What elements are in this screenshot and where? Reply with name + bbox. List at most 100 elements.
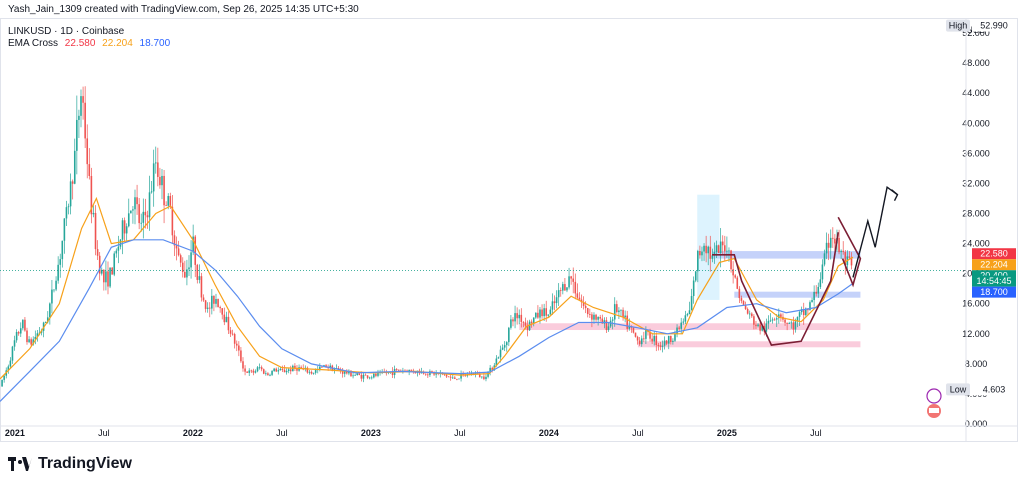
candle-body	[410, 369, 413, 371]
candle-body	[265, 373, 267, 375]
candle-body	[454, 377, 456, 379]
candle-body	[375, 373, 377, 376]
candle-body	[250, 370, 253, 372]
price-tag-1	[972, 259, 1016, 271]
candle-body	[3, 375, 5, 380]
candle-body	[742, 300, 745, 305]
candle-body	[570, 276, 572, 279]
candle-body	[192, 236, 194, 253]
candle-body	[84, 102, 86, 139]
x-tick-label: 2021	[5, 428, 25, 438]
candle-body	[510, 319, 512, 328]
y-tick-label: 40.000	[962, 118, 990, 128]
candle-body	[705, 245, 707, 254]
candle-body	[179, 255, 182, 263]
candle-body	[526, 325, 529, 331]
candle-body	[653, 335, 656, 342]
candle-body	[748, 313, 751, 315]
candle-body	[173, 235, 176, 246]
cup-pattern	[712, 232, 839, 346]
y-tick-label: 36.000	[962, 148, 990, 158]
candle-body	[73, 150, 76, 184]
candle-body	[703, 245, 705, 252]
candle-body	[842, 250, 845, 252]
candle-body	[817, 286, 820, 294]
candle-body	[26, 330, 28, 343]
candle-body	[834, 238, 836, 244]
candle-body	[277, 370, 280, 372]
y-tick-label: 12.000	[962, 329, 990, 339]
candle-body	[348, 370, 350, 374]
projection-line	[852, 185, 898, 278]
candle-body	[844, 251, 847, 266]
candle-body	[460, 373, 462, 379]
candle-body	[769, 320, 772, 322]
candle-body	[373, 373, 375, 378]
x-tick-label: Jul	[98, 428, 110, 438]
candle-body	[19, 328, 22, 334]
candle-body	[59, 259, 62, 265]
low-label: Low	[950, 384, 967, 394]
candle-body	[78, 115, 80, 120]
candle-body	[576, 293, 579, 298]
candle-body	[82, 96, 84, 103]
candle-body	[692, 280, 695, 297]
y-tick-label: 24.000	[962, 239, 990, 249]
candle-body	[235, 343, 238, 346]
candle-body	[697, 250, 699, 272]
candle-body	[522, 321, 525, 323]
candle-body	[551, 301, 554, 310]
candle-body	[217, 298, 219, 308]
symbol-line: LINKUSD · 1D · Coinbase	[8, 26, 125, 37]
candle-body	[726, 250, 728, 252]
candle-body	[427, 374, 429, 376]
candle-body	[649, 331, 651, 339]
candle-body	[744, 304, 747, 310]
candle-body	[17, 332, 20, 334]
candle-body	[289, 369, 292, 372]
candle-body	[358, 373, 361, 375]
candle-body	[65, 207, 68, 219]
flag-pattern	[837, 216, 862, 288]
candle-body	[805, 308, 807, 316]
candle-body	[505, 342, 508, 346]
candle-body	[634, 332, 637, 337]
candle-body	[368, 377, 371, 379]
candle-body	[553, 301, 556, 304]
candle-body	[13, 340, 16, 347]
candle-body	[213, 295, 215, 304]
candle-body	[717, 245, 720, 253]
candle-body	[194, 236, 197, 265]
tradingview-logo[interactable]: TradingView	[8, 455, 132, 473]
candle-body	[71, 181, 74, 184]
candle-body	[501, 347, 504, 350]
candle-body	[773, 319, 776, 321]
candle-body	[640, 338, 643, 345]
candle-body	[53, 289, 55, 291]
ema-legend[interactable]: EMA Cross 22.580 22.204 18.700	[8, 38, 174, 49]
candle-body	[321, 366, 323, 368]
candle-body	[240, 350, 242, 362]
candle-body	[823, 253, 826, 265]
candle-body	[690, 296, 693, 311]
candle-body	[231, 333, 234, 335]
candle-body	[306, 367, 309, 373]
candle-body	[516, 313, 518, 319]
candle-body	[109, 267, 111, 287]
candle-body	[746, 309, 749, 314]
candle-body	[294, 365, 296, 368]
candle-body	[267, 373, 269, 376]
candle-body	[252, 370, 255, 373]
candle-body	[798, 312, 801, 317]
candle-body	[613, 304, 616, 320]
candle-body	[829, 237, 832, 248]
candle-body	[211, 295, 213, 309]
candle-body	[98, 255, 101, 274]
candle-body	[343, 370, 346, 374]
candle-body	[850, 257, 853, 266]
high-badge	[946, 19, 970, 32]
candle-body	[362, 374, 365, 379]
candle-body	[435, 372, 437, 375]
candle-body	[578, 297, 581, 300]
